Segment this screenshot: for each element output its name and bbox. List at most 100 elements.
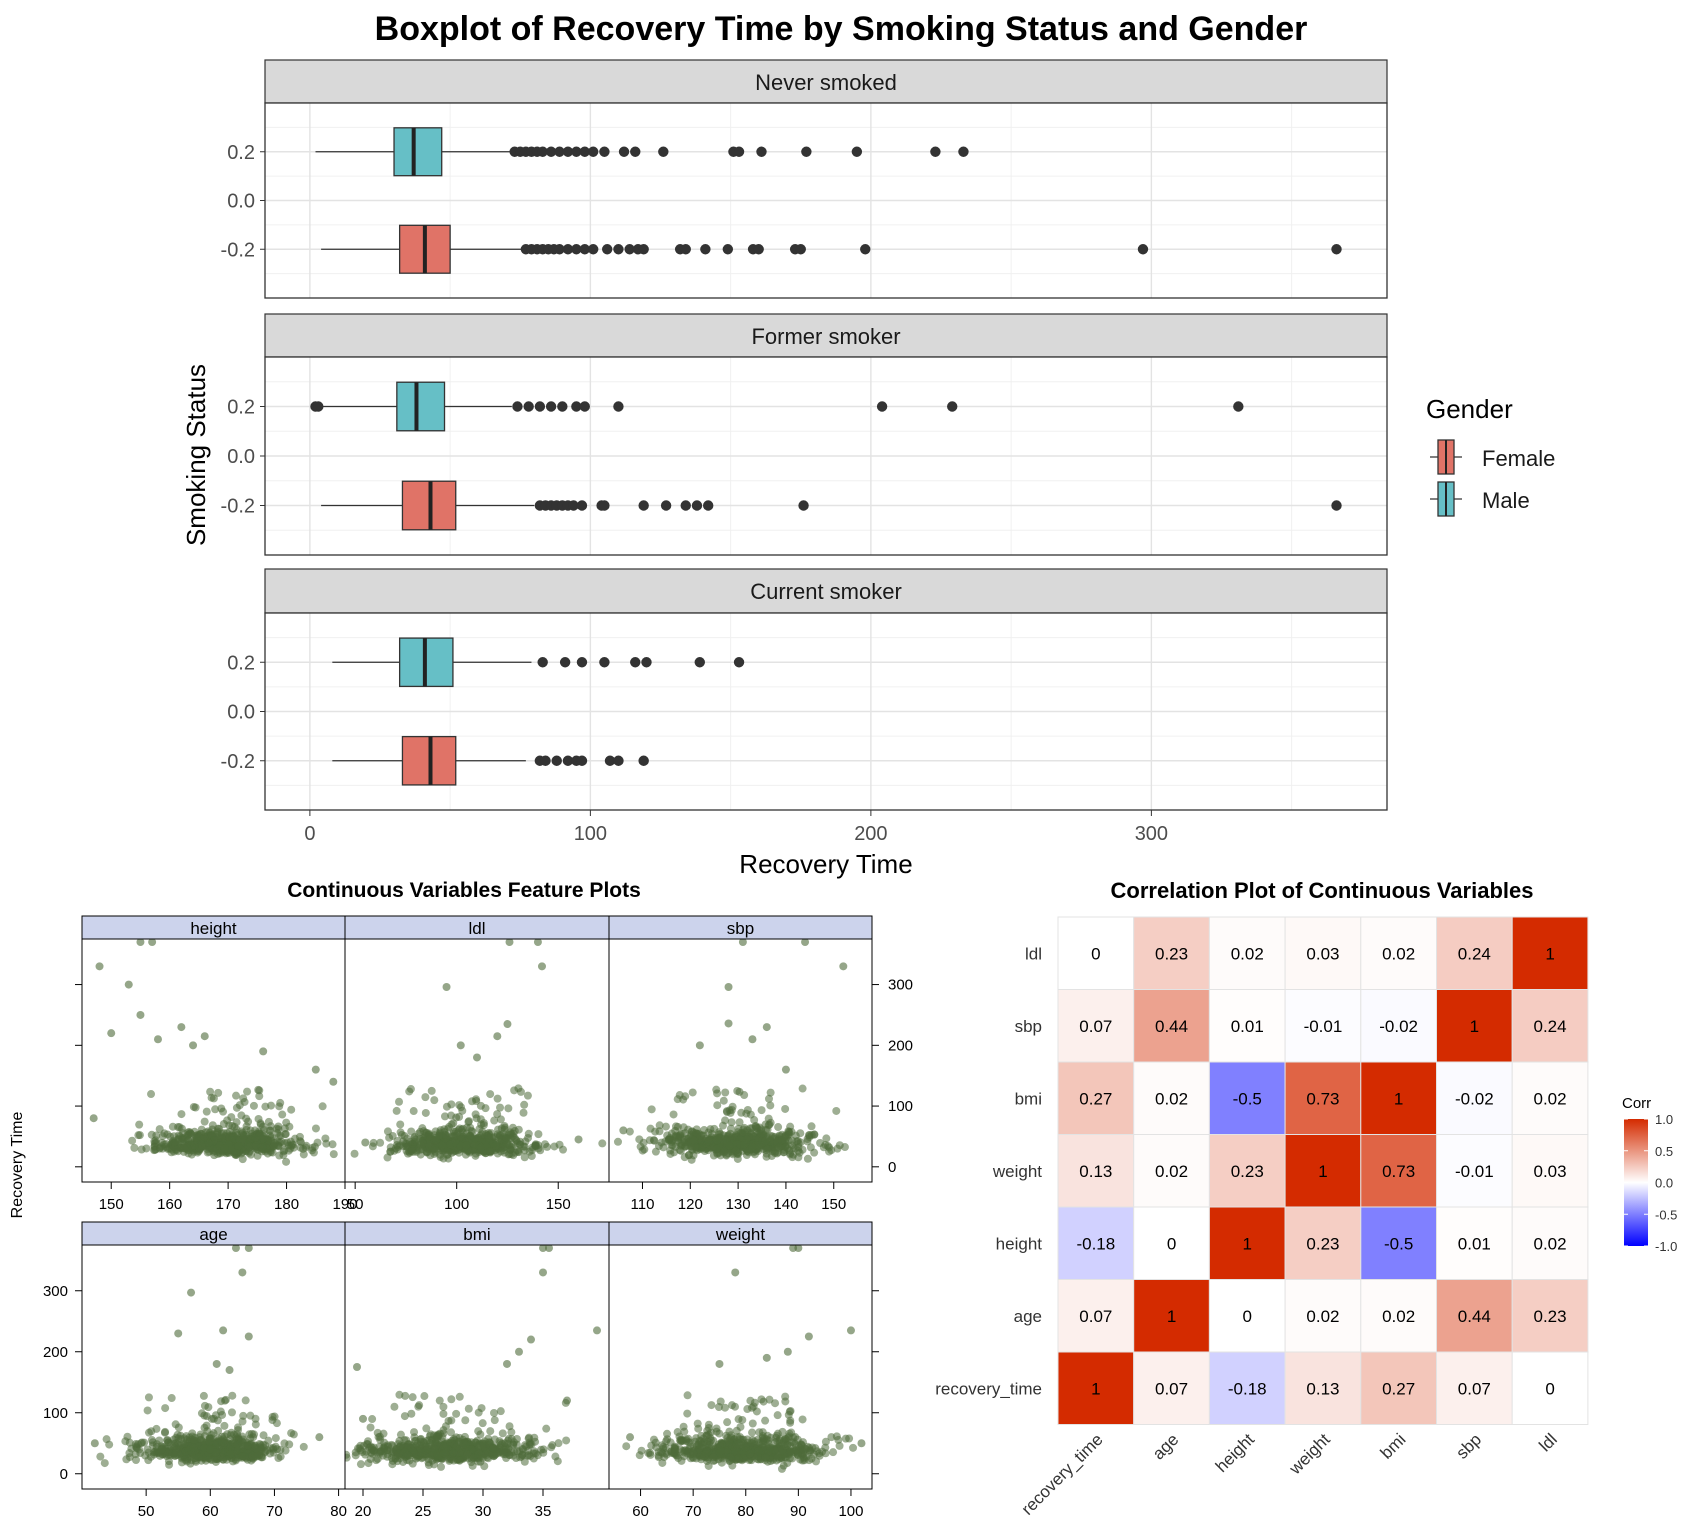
scatter-point	[563, 1396, 571, 1405]
scatter-point	[414, 1402, 423, 1411]
scatter-point	[404, 1451, 413, 1460]
heatmap-cell	[1057, 989, 1135, 1063]
scatter-point	[496, 1147, 505, 1156]
scatter-point	[136, 1010, 145, 1019]
heatmap-cell-value: 0.07	[1458, 1379, 1491, 1398]
heatmap-cell-value: 0.27	[1079, 1089, 1112, 1108]
scatter-point	[527, 1335, 535, 1344]
scatter-point	[421, 1093, 430, 1102]
scatter-point	[542, 1424, 551, 1433]
scatter-point	[761, 1416, 770, 1425]
scatter-point	[812, 1457, 821, 1466]
outlier-point	[930, 146, 941, 157]
heatmap-cell-value: 0.73	[1382, 1162, 1415, 1181]
scatter-point	[763, 1431, 772, 1440]
y-tick-label: 0	[60, 1466, 68, 1483]
scatter-point	[449, 1449, 458, 1458]
heatmap-row-label: weight	[992, 1162, 1042, 1181]
scatter-point	[504, 1444, 513, 1453]
outlier-point	[587, 244, 599, 255]
heatmap-cell-value: 0.01	[1458, 1234, 1491, 1253]
heatmap-cell-value: 0.44	[1458, 1307, 1491, 1326]
scatter-point	[227, 1113, 236, 1122]
heatmap-cell-value: -0.18	[1228, 1379, 1267, 1398]
scatter-point	[179, 1135, 188, 1144]
heatmap-cell-value: 1	[1091, 1379, 1100, 1398]
scatter-point	[131, 1456, 140, 1465]
scatter-point	[442, 1130, 451, 1139]
scatter-point	[704, 1420, 713, 1429]
scatter-point	[202, 1107, 211, 1116]
scatter-point	[503, 1020, 512, 1029]
scatter-point	[468, 1127, 477, 1136]
scatter-point	[748, 1435, 757, 1444]
scatter-point	[244, 1332, 253, 1341]
scatter-point	[780, 1449, 789, 1458]
scatter-point	[401, 1391, 410, 1400]
scatter-point	[702, 1448, 711, 1457]
scatter-point	[259, 1134, 268, 1143]
scatter-point	[162, 1139, 171, 1148]
box-male	[332, 637, 745, 688]
scatter-point	[761, 1453, 770, 1462]
scatter-point	[761, 1137, 770, 1146]
scatter-point	[646, 1124, 655, 1133]
outlier-point	[660, 500, 672, 511]
scatter-point	[447, 1395, 456, 1404]
scatter-point	[683, 1391, 692, 1400]
heatmap-cell	[1133, 1134, 1210, 1208]
y-axis-label: Smoking Status	[181, 364, 211, 546]
scatter-point	[658, 1458, 667, 1467]
scatter-point	[196, 1430, 205, 1439]
heatmap-cell	[1284, 1134, 1362, 1208]
scatter-point	[714, 1403, 723, 1412]
scatter-point	[405, 1087, 414, 1096]
heatmap-cell-value: 0.02	[1382, 1307, 1415, 1326]
scatter-point	[808, 1443, 817, 1452]
scatter-point	[726, 1108, 735, 1117]
scatter-point	[422, 1424, 431, 1433]
outlier-point	[571, 244, 582, 255]
outlier-point	[579, 401, 590, 412]
scatter-point	[766, 1088, 775, 1097]
scatter-point	[170, 1138, 179, 1147]
scatter-point	[455, 1392, 464, 1401]
y-tick-label: 100	[888, 1098, 913, 1115]
heatmap-cell	[1436, 1206, 1513, 1280]
scatter-point	[497, 1124, 506, 1133]
colorbar-tick-label: 0.5	[1655, 1144, 1673, 1159]
y-tick-label: 200	[888, 1037, 913, 1054]
scatter-point	[400, 1132, 409, 1141]
scatter-point	[276, 1098, 285, 1107]
scatter-point	[554, 1439, 563, 1448]
scatter-point	[706, 1125, 715, 1134]
scatter-point	[480, 1462, 489, 1471]
facet-strip-label: Never smoked	[755, 70, 897, 95]
scatter-point	[128, 1136, 137, 1145]
scatter-point	[683, 1409, 692, 1418]
scatter-point	[735, 1118, 744, 1127]
scatter-point	[259, 1047, 268, 1056]
scatter-point	[427, 1086, 436, 1095]
y-tick-label: -0.2	[221, 496, 255, 518]
scatter-point	[287, 1105, 296, 1114]
outlier-point	[579, 146, 590, 157]
x-tick-label: 200	[854, 823, 887, 845]
correlation-chart: Correlation Plot of Continuous Variables…	[935, 878, 1677, 1519]
y-tick-label: 200	[43, 1344, 68, 1361]
heatmap-cell	[1360, 916, 1438, 990]
scatter-point	[329, 1077, 338, 1086]
corr-legend-title: Corr	[1622, 1095, 1651, 1112]
facet-panel-2: Current smoker 0.2 0.0 -0.2	[221, 568, 1388, 811]
scatter-point	[667, 1129, 676, 1138]
scatter-point	[626, 1433, 635, 1442]
scatter-point	[789, 1143, 798, 1152]
scatter-point	[537, 962, 546, 971]
scatter-point	[476, 1430, 485, 1439]
scatter-point	[323, 1458, 331, 1466]
scatter-point	[471, 1151, 480, 1160]
x-tick-label: 80	[737, 1503, 754, 1520]
scatter-point	[242, 1114, 251, 1123]
y-tick-label: 300	[43, 1283, 68, 1300]
heatmap-cell-value: 0.24	[1534, 1017, 1567, 1036]
